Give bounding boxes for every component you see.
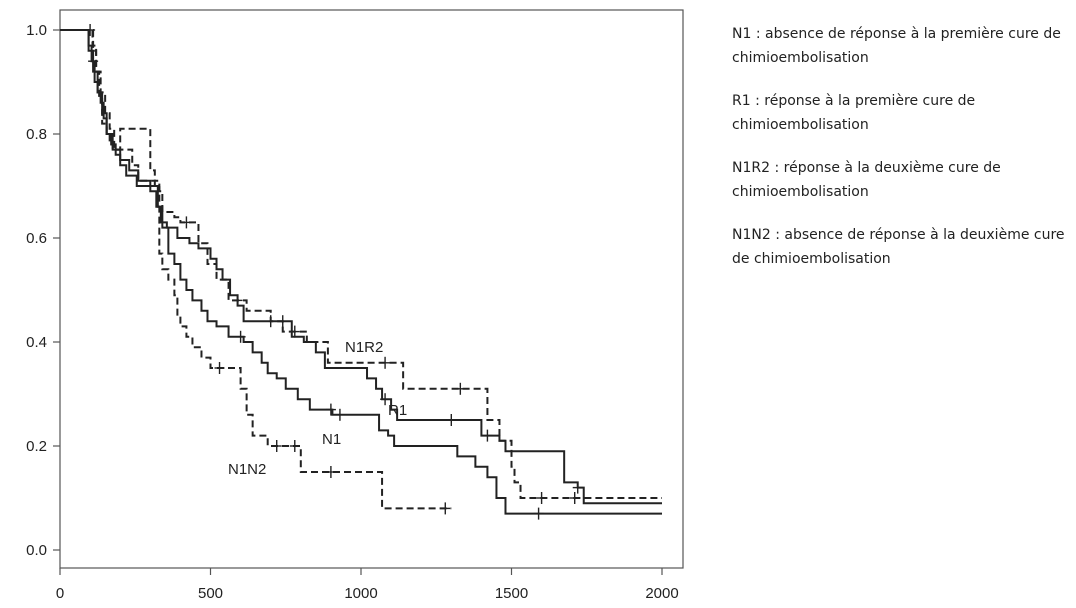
curve-label-n1r2: N1R2 [345,339,383,356]
y-tick-label: 0.6 [26,230,47,247]
legend: N1 : absence de réponse à la première cu… [732,22,1072,290]
legend-entry-n1: N1 : absence de réponse à la première cu… [732,26,1061,66]
x-tick-label: 1000 [344,585,377,602]
x-tick-label: 1500 [495,585,528,602]
series-n1n2-line [60,29,452,510]
legend-entry-n1r2: N1R2 : réponse à la deuxième cure de chi… [732,160,1001,200]
legend-entry-n1n2: N1N2 : absence de réponse à la deuxième … [732,227,1065,267]
y-tick-label: 0.0 [26,542,47,559]
y-tick-label: 1.0 [26,22,47,39]
x-tick-label: 500 [198,585,223,602]
curve-label-r1: R1 [388,402,407,419]
series-n1r2-line [60,29,662,499]
plot-frame [59,9,684,569]
x-tick-label: 0 [56,585,64,602]
series-r1-line [60,29,662,505]
x-tick-label: 2000 [645,585,678,602]
y-tick-label: 0.8 [26,126,47,143]
curve-label-n1n2: N1N2 [228,461,266,478]
series-n1-line [60,29,662,515]
legend-entry-r1: R1 : réponse à la première cure de chimi… [732,93,976,133]
curve-label-n1: N1 [322,431,341,448]
y-tick-label: 0.2 [26,438,47,455]
y-tick-label: 0.4 [26,334,47,351]
km-chart: 0.0 0.2 0.4 0.6 0.8 1.0 0 500 1000 1500 2000 N1R2 R1… [26,9,684,602]
